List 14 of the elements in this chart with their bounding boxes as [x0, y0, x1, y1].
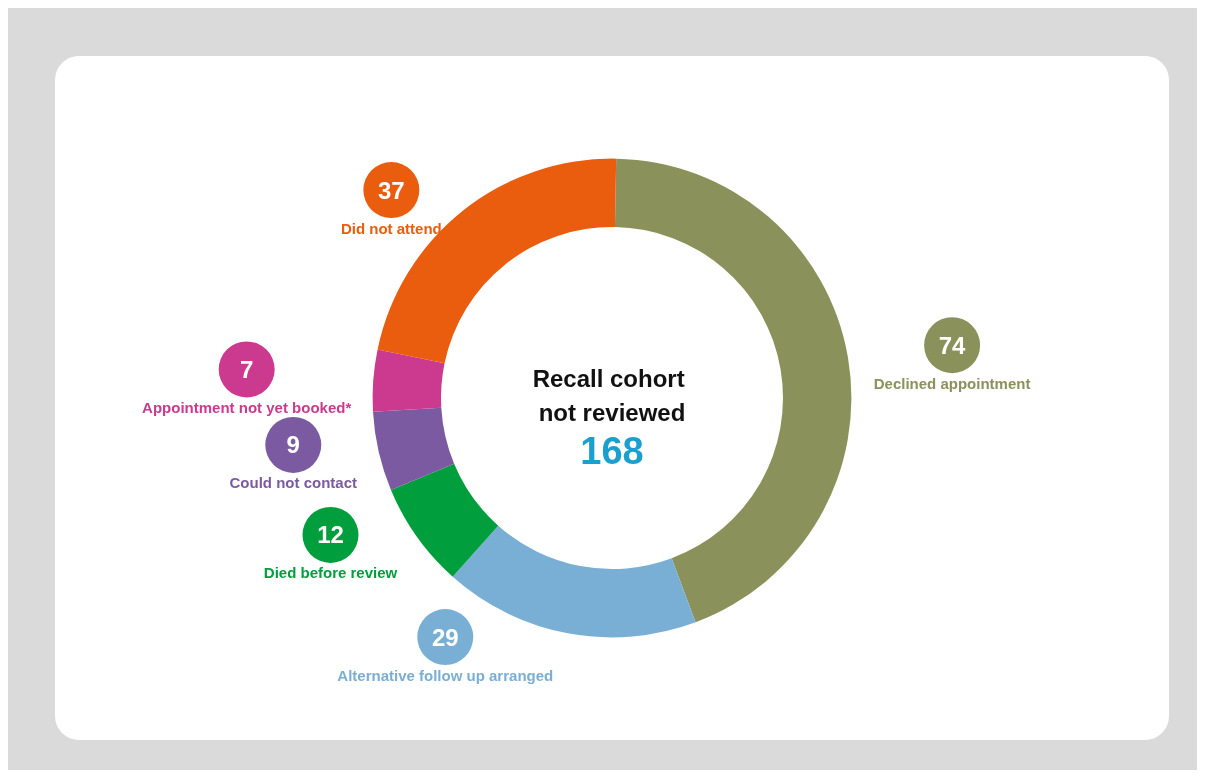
slice-label: Alternative follow up arranged — [337, 666, 554, 684]
data-label: 9 — [286, 431, 300, 459]
data-label: 74 — [938, 331, 967, 359]
text: Recall cohort not reviewed — [532, 365, 692, 427]
data-label: 29 — [431, 623, 459, 651]
data-label: 7 — [240, 355, 254, 383]
slice-label: Died before review — [263, 564, 398, 582]
data-label: 12 — [317, 521, 344, 549]
slice-label: Declined appointment — [873, 374, 1031, 392]
slice-label: Could not contact — [229, 474, 358, 492]
text: 168 — [580, 429, 644, 472]
slice-label: Appointment not yet booked* — [142, 398, 352, 416]
data-label: 37 — [378, 176, 405, 204]
slice-label: Did not attend — [340, 219, 442, 237]
